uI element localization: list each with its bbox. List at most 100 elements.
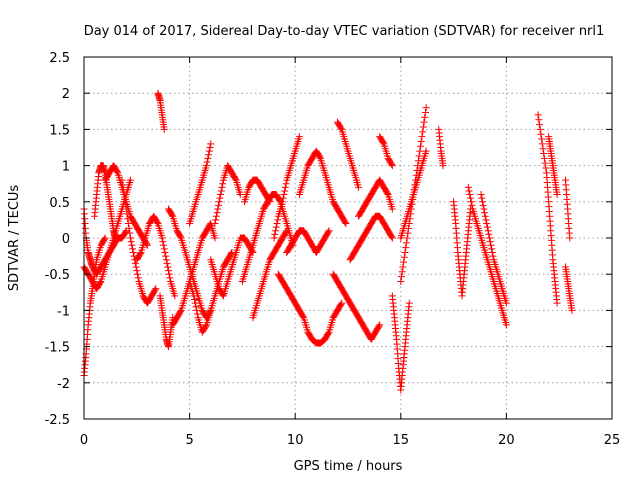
data-point	[401, 248, 409, 256]
data-point	[164, 267, 172, 275]
data-point	[193, 310, 201, 318]
series-track-h	[154, 89, 168, 133]
data-point	[421, 109, 429, 117]
data-point	[214, 201, 222, 209]
data-point	[486, 234, 494, 242]
data-point	[502, 321, 510, 329]
series-track-u	[295, 147, 350, 228]
series-track-r	[249, 227, 291, 322]
data-point	[165, 270, 173, 278]
data-point	[120, 191, 128, 199]
data-point	[483, 220, 491, 228]
series-track-z	[355, 176, 396, 220]
data-point	[485, 230, 493, 238]
data-point	[421, 113, 429, 121]
data-point	[553, 191, 561, 199]
y-tick-label: -1	[57, 304, 70, 319]
y-tick-label: 1.5	[49, 123, 70, 138]
data-point	[160, 241, 168, 249]
series-track-m	[186, 248, 236, 336]
data-point	[338, 299, 346, 307]
series-track-v	[283, 227, 333, 256]
data-point	[481, 209, 489, 217]
data-point	[122, 200, 130, 208]
series-track-f	[118, 176, 160, 307]
x-tick-label: 5	[185, 433, 193, 448]
data-point	[127, 238, 135, 246]
data-point	[126, 234, 134, 242]
data-point	[214, 205, 222, 213]
data-point	[128, 241, 136, 249]
data-point	[402, 239, 410, 247]
data-point	[283, 227, 291, 235]
data-point	[136, 250, 144, 258]
data-point	[478, 198, 486, 206]
data-point	[118, 176, 126, 184]
data-point	[341, 218, 349, 226]
y-tick-label: -0.5	[45, 268, 70, 283]
data-point	[417, 142, 425, 150]
data-point	[355, 183, 363, 191]
data-point	[112, 234, 120, 242]
data-point	[324, 228, 332, 236]
data-point	[375, 322, 383, 330]
data-point	[480, 205, 488, 213]
data-point	[536, 125, 544, 133]
data-point	[568, 306, 576, 314]
data-point	[217, 187, 225, 195]
data-point	[213, 209, 221, 217]
series-track-aj	[545, 133, 561, 199]
data-point	[483, 223, 491, 231]
data-point	[466, 191, 474, 199]
data-point	[113, 168, 121, 176]
data-point	[134, 274, 142, 282]
data-point	[282, 228, 290, 236]
data-point	[162, 252, 170, 260]
data-point	[281, 183, 289, 191]
data-point	[541, 159, 549, 167]
data-point	[535, 116, 543, 124]
data-point	[542, 164, 550, 172]
data-point	[176, 233, 184, 241]
data-point	[164, 263, 172, 271]
data-point	[215, 198, 223, 206]
series-track-l	[186, 140, 215, 228]
data-point	[279, 198, 287, 206]
data-point	[153, 218, 161, 226]
data-point	[166, 274, 174, 282]
data-point	[159, 238, 167, 246]
data-point	[125, 224, 133, 232]
y-tick-label: -1.5	[45, 341, 70, 356]
data-point	[488, 245, 496, 253]
data-point	[420, 118, 428, 126]
data-point	[151, 286, 159, 294]
data-point	[202, 162, 210, 170]
data-point	[379, 139, 387, 147]
data-point	[272, 223, 280, 231]
data-point	[122, 228, 130, 236]
data-point	[236, 191, 244, 199]
data-point	[203, 158, 211, 166]
data-point	[400, 253, 408, 261]
y-axis-label: SDTVAR / TECUs	[7, 185, 22, 292]
data-point	[397, 277, 405, 285]
data-point	[126, 229, 134, 237]
data-point	[422, 147, 430, 155]
data-point	[538, 140, 546, 148]
data-point	[416, 147, 424, 155]
data-point	[481, 212, 489, 220]
data-point	[190, 292, 198, 300]
data-point	[191, 299, 199, 307]
series-track-y	[346, 212, 396, 264]
data-point	[484, 227, 492, 235]
y-tick-label: -2.5	[45, 413, 70, 428]
data-point	[502, 299, 510, 307]
data-point	[477, 191, 485, 199]
data-point	[131, 259, 139, 267]
x-tick-label: 15	[393, 433, 410, 448]
data-point	[176, 308, 184, 316]
series-track-w	[333, 118, 363, 191]
data-point	[227, 250, 235, 258]
data-point	[219, 291, 227, 299]
